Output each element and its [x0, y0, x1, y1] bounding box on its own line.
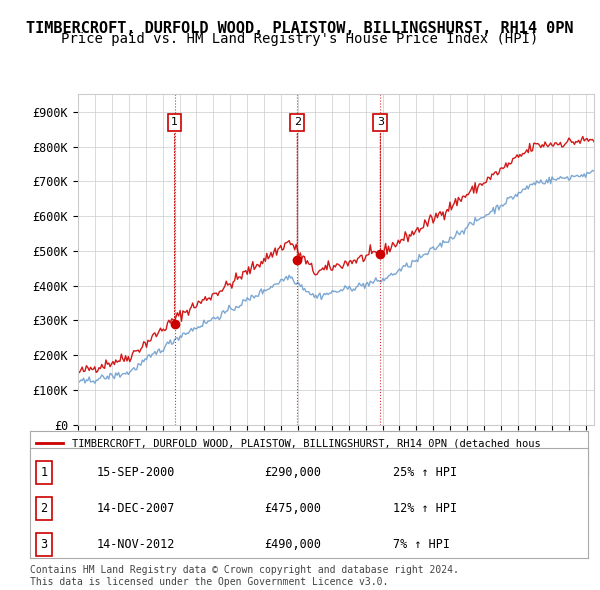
Text: 25% ↑ HPI: 25% ↑ HPI	[392, 466, 457, 479]
Text: 7% ↑ HPI: 7% ↑ HPI	[392, 538, 450, 551]
Text: 12% ↑ HPI: 12% ↑ HPI	[392, 502, 457, 515]
Text: 3: 3	[40, 538, 47, 551]
Text: 2: 2	[40, 502, 47, 515]
Text: £290,000: £290,000	[265, 466, 322, 479]
Text: £490,000: £490,000	[265, 538, 322, 551]
Text: Contains HM Land Registry data © Crown copyright and database right 2024.
This d: Contains HM Land Registry data © Crown c…	[30, 565, 459, 587]
Text: 3: 3	[377, 117, 384, 251]
Text: £475,000: £475,000	[265, 502, 322, 515]
Text: Price paid vs. HM Land Registry's House Price Index (HPI): Price paid vs. HM Land Registry's House …	[61, 32, 539, 47]
Text: TIMBERCROFT, DURFOLD WOOD, PLAISTOW, BILLINGSHURST, RH14 0PN: TIMBERCROFT, DURFOLD WOOD, PLAISTOW, BIL…	[26, 21, 574, 35]
Text: TIMBERCROFT, DURFOLD WOOD, PLAISTOW, BILLINGSHURST, RH14 0PN (detached hous: TIMBERCROFT, DURFOLD WOOD, PLAISTOW, BIL…	[72, 438, 541, 448]
Text: 2: 2	[293, 117, 301, 257]
Text: 1: 1	[171, 117, 178, 321]
Text: 15-SEP-2000: 15-SEP-2000	[97, 466, 175, 479]
Text: 1: 1	[40, 466, 47, 479]
Text: 14-NOV-2012: 14-NOV-2012	[97, 538, 175, 551]
Text: HPI: Average price, detached house, Chichester: HPI: Average price, detached house, Chic…	[72, 458, 359, 467]
Text: 14-DEC-2007: 14-DEC-2007	[97, 502, 175, 515]
